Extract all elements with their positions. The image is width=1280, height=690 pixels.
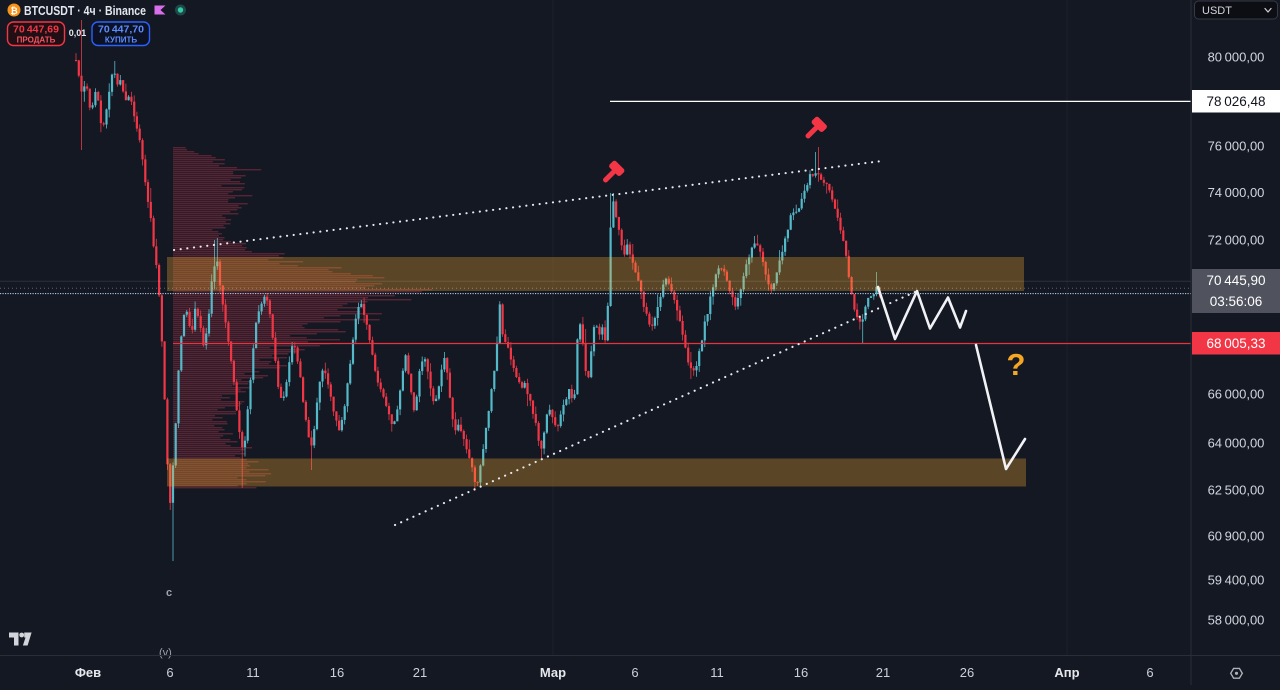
svg-text:6: 6 xyxy=(1146,665,1153,680)
svg-text:76 000,00: 76 000,00 xyxy=(1208,139,1265,154)
svg-text:80 000,00: 80 000,00 xyxy=(1208,50,1265,65)
svg-text:Апр: Апр xyxy=(1054,665,1079,680)
svg-text:?: ? xyxy=(1007,347,1026,382)
svg-text:Мар: Мар xyxy=(540,665,566,680)
svg-text:72 000,00: 72 000,00 xyxy=(1208,232,1265,247)
svg-text:70 447,70: 70 447,70 xyxy=(98,24,144,36)
svg-text:11: 11 xyxy=(246,665,260,680)
svg-text:26: 26 xyxy=(960,665,974,680)
svg-text:BTCUSDT · 4ч · Binance: BTCUSDT · 4ч · Binance xyxy=(24,3,146,18)
svg-text:USDT: USDT xyxy=(1202,5,1232,17)
svg-text:16: 16 xyxy=(330,665,344,680)
svg-text:16: 16 xyxy=(794,665,808,680)
svg-text:60 900,00: 60 900,00 xyxy=(1208,529,1265,544)
svg-text:68 005,33: 68 005,33 xyxy=(1206,336,1265,351)
svg-text:58 000,00: 58 000,00 xyxy=(1208,613,1265,628)
svg-text:70 445,90: 70 445,90 xyxy=(1206,273,1265,288)
svg-text:6: 6 xyxy=(166,665,173,680)
svg-text:Фев: Фев xyxy=(75,665,101,680)
svg-text:62 500,00: 62 500,00 xyxy=(1208,483,1265,498)
svg-text:21: 21 xyxy=(413,665,427,680)
svg-text:64 000,00: 64 000,00 xyxy=(1208,436,1265,451)
svg-text:6: 6 xyxy=(631,665,638,680)
svg-text:(v): (v) xyxy=(159,647,172,659)
svg-text:0,01: 0,01 xyxy=(69,28,87,38)
svg-text:21: 21 xyxy=(876,665,890,680)
svg-text:59 400,00: 59 400,00 xyxy=(1208,573,1265,588)
svg-text:74 000,00: 74 000,00 xyxy=(1208,185,1265,200)
svg-text:66 000,00: 66 000,00 xyxy=(1208,387,1265,402)
svg-text:03:56:06: 03:56:06 xyxy=(1210,294,1263,309)
svg-text:70 447,69: 70 447,69 xyxy=(13,24,59,36)
svg-text:₿: ₿ xyxy=(10,6,17,16)
svg-text:78 026,48: 78 026,48 xyxy=(1206,94,1265,109)
svg-text:ПРОДАТЬ: ПРОДАТЬ xyxy=(17,36,56,45)
svg-text:КУПИТЬ: КУПИТЬ xyxy=(105,36,137,45)
svg-text:с: с xyxy=(166,587,172,599)
svg-text:11: 11 xyxy=(710,665,724,680)
